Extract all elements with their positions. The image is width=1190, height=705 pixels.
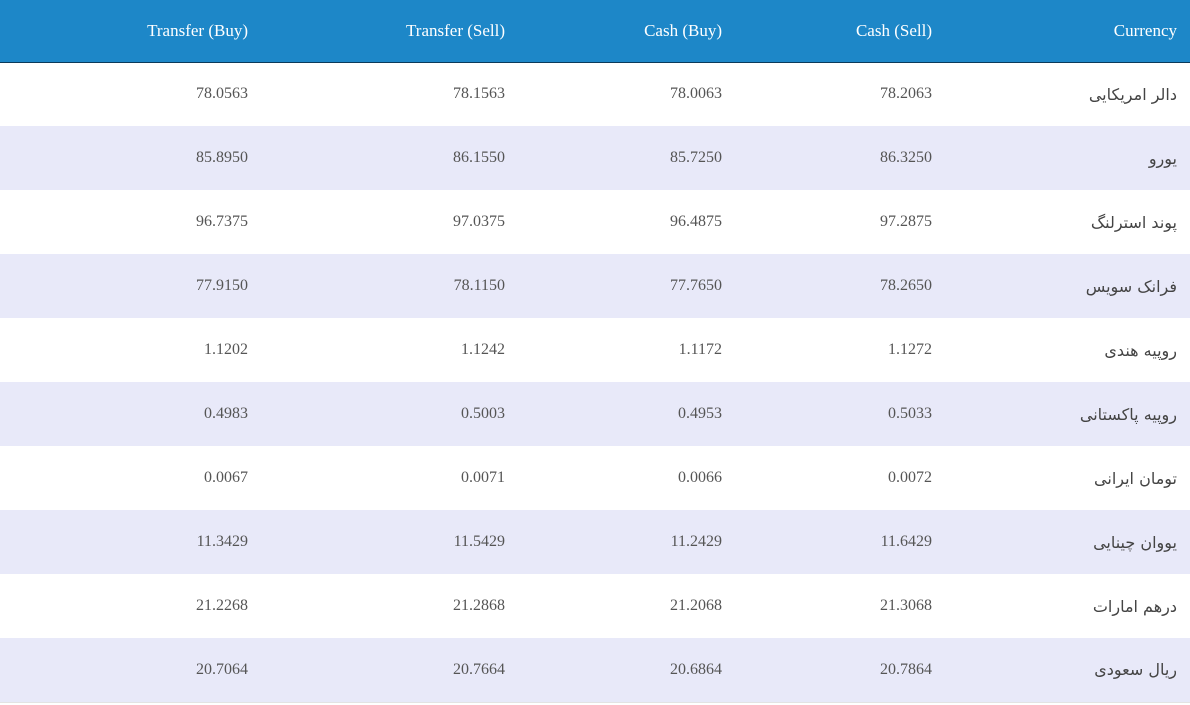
cell-cash-buy: 85.7250 bbox=[670, 149, 722, 166]
cell-currency-name: روپیه هندی bbox=[1104, 340, 1177, 360]
cell-transfer-sell: 20.7664 bbox=[260, 638, 517, 703]
cell-transfer-sell: 11.5429 bbox=[453, 533, 505, 550]
header-currency: Currency bbox=[944, 0, 1190, 63]
cell-currency-name: یووان چینایی bbox=[1093, 532, 1177, 552]
table-row: 77.9150 78.1150 77.7650 78.2650 فرانک سویس bbox=[0, 254, 1190, 318]
cell-cash-buy: 0.0066 bbox=[678, 469, 722, 486]
cell-transfer-buy: 0.0067 bbox=[204, 469, 248, 486]
cell-cash-sell: 78.2650 bbox=[880, 277, 932, 294]
table-row: 20.7064 20.7664 20.6864 20.7864 ریال سعودی bbox=[0, 638, 1190, 703]
cell-cash-sell: 86.3250 bbox=[880, 149, 932, 166]
cell-transfer-buy: 11.3429 bbox=[196, 533, 248, 550]
cell-cash-sell: 0.5033 bbox=[888, 405, 932, 422]
table-row: 0.4983 0.5003 0.4953 0.5033 روپیه پاکستانی bbox=[0, 382, 1190, 446]
cell-cash-buy: 20.6864 bbox=[517, 638, 734, 703]
cell-cash-sell: 0.0072 bbox=[888, 469, 932, 486]
table-row: 21.2268 21.2868 21.2068 21.3068 درهم امارات bbox=[0, 574, 1190, 638]
cell-currency-name: دالر امریکایی bbox=[1088, 84, 1177, 104]
cell-cash-buy: 78.0063 bbox=[670, 85, 722, 103]
table-row: 0.0067 0.0071 0.0066 0.0072 تومان ایرانی bbox=[0, 446, 1190, 510]
cell-transfer-sell: 78.1150 bbox=[453, 277, 505, 294]
cell-transfer-sell: 97.0375 bbox=[453, 213, 505, 230]
cell-cash-sell: 97.2875 bbox=[880, 213, 932, 230]
cell-cash-buy: 96.4875 bbox=[670, 213, 722, 230]
table-row: 1.1202 1.1242 1.1172 1.1272 روپیه هندی bbox=[0, 318, 1190, 382]
cell-transfer-sell: 78.1563 bbox=[453, 85, 505, 103]
header-cash-buy: Cash (Buy) bbox=[517, 0, 734, 63]
cell-cash-buy: 1.1172 bbox=[678, 341, 722, 358]
cell-currency-name: درهم امارات bbox=[1092, 596, 1177, 616]
header-cash-sell: Cash (Sell) bbox=[734, 0, 944, 63]
cell-cash-buy: 77.7650 bbox=[670, 277, 722, 294]
cell-transfer-sell: 21.2868 bbox=[453, 597, 505, 614]
cell-cash-buy: 11.2429 bbox=[670, 533, 722, 550]
cell-transfer-buy: 0.4983 bbox=[204, 405, 248, 422]
cell-currency-name: فرانک سویس bbox=[1085, 276, 1177, 296]
cell-transfer-sell: 0.5003 bbox=[461, 405, 505, 422]
cell-transfer-buy: 77.9150 bbox=[196, 277, 248, 294]
cell-transfer-buy: 21.2268 bbox=[196, 597, 248, 614]
header-row: Transfer (Buy) Transfer (Sell) Cash (Buy… bbox=[0, 0, 1190, 63]
cell-currency-name: یورو bbox=[1148, 148, 1177, 168]
table-row: 11.3429 11.5429 11.2429 11.6429 یووان چینایی bbox=[0, 510, 1190, 574]
cell-currency-name: تومان ایرانی bbox=[1094, 468, 1177, 488]
cell-transfer-sell: 1.1242 bbox=[461, 341, 505, 358]
cell-transfer-buy: 96.7375 bbox=[196, 213, 248, 230]
cell-currency-name: پوند استرلنگ bbox=[1090, 212, 1177, 232]
cell-cash-buy: 21.2068 bbox=[670, 597, 722, 614]
cell-transfer-buy: 85.8950 bbox=[196, 149, 248, 166]
cell-transfer-buy: 1.1202 bbox=[204, 341, 248, 358]
cell-transfer-sell: 86.1550 bbox=[453, 149, 505, 166]
table-row: 78.0563 78.1563 78.0063 78.2063 دالر امریکای… bbox=[0, 62, 1190, 126]
cell-cash-sell: 20.7864 bbox=[734, 638, 944, 703]
cell-cash-sell: 11.6429 bbox=[880, 533, 932, 550]
cell-currency-name: ریال سعودی bbox=[944, 638, 1190, 703]
cell-cash-sell: 78.2063 bbox=[880, 85, 932, 103]
table-row: 96.7375 97.0375 96.4875 97.2875 پوند استرلنگ bbox=[0, 190, 1190, 254]
cell-transfer-buy: 20.7064 bbox=[0, 638, 260, 703]
table-body: 78.0563 78.1563 78.0063 78.2063 دالر امریکای… bbox=[0, 62, 1190, 703]
cell-transfer-buy: 78.0563 bbox=[196, 85, 248, 103]
table-header: Transfer (Buy) Transfer (Sell) Cash (Buy… bbox=[0, 0, 1190, 63]
header-transfer-sell: Transfer (Sell) bbox=[260, 0, 517, 63]
cell-currency-name: روپیه پاکستانی bbox=[1079, 404, 1177, 424]
header-transfer-buy: Transfer (Buy) bbox=[0, 0, 260, 63]
cell-transfer-sell: 0.0071 bbox=[461, 469, 505, 486]
cell-cash-sell: 21.3068 bbox=[880, 597, 932, 614]
cell-cash-buy: 0.4953 bbox=[678, 405, 722, 422]
cell-cash-sell: 1.1272 bbox=[888, 341, 932, 358]
table-row: 85.8950 86.1550 85.7250 86.3250 یورو bbox=[0, 126, 1190, 190]
